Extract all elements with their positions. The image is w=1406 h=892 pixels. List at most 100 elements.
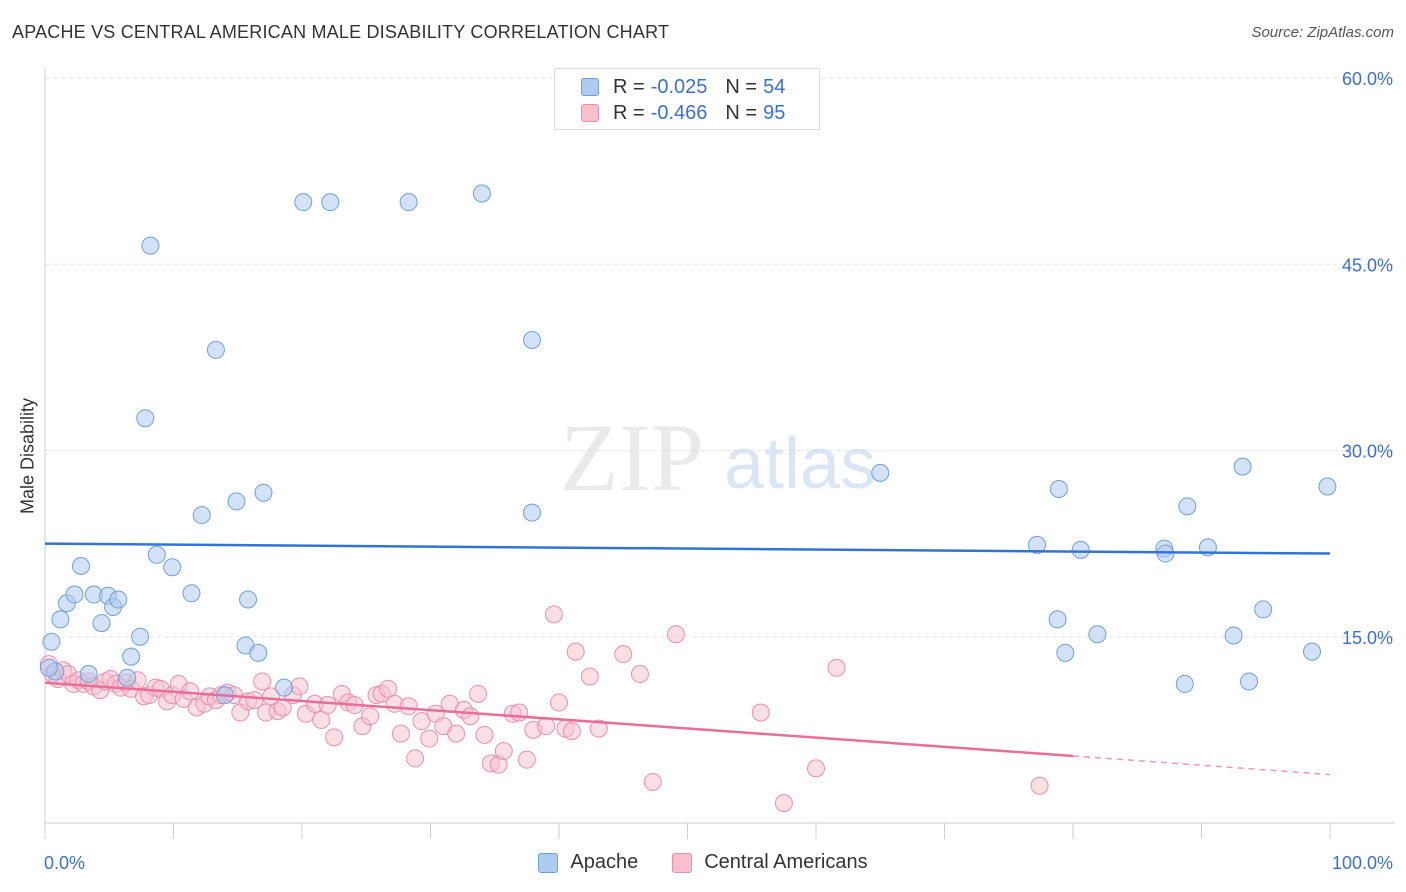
central-americans-point bbox=[379, 679, 398, 698]
central-americans-point bbox=[420, 729, 439, 748]
apache-point bbox=[51, 610, 70, 629]
apache-point bbox=[249, 643, 268, 662]
watermark-zip: ZIP bbox=[560, 404, 704, 511]
apache-point bbox=[239, 590, 258, 609]
legend-row-apache: R = -0.025 N = 54 bbox=[581, 74, 785, 100]
apache-point bbox=[1240, 672, 1259, 691]
central-americans-point bbox=[566, 642, 585, 661]
apache-point bbox=[163, 558, 182, 577]
apache-point bbox=[42, 632, 61, 651]
central-americans-point bbox=[666, 625, 685, 644]
watermark-atlas: atlas bbox=[724, 424, 876, 504]
apache-point bbox=[1224, 626, 1243, 645]
central-americans-point bbox=[589, 719, 608, 738]
apache-point bbox=[1178, 497, 1197, 516]
central-americans-point bbox=[827, 658, 846, 677]
central-americans-point bbox=[253, 672, 272, 691]
apache-point bbox=[206, 340, 225, 359]
central-americans-swatch bbox=[672, 852, 693, 873]
legend-item-apache[interactable]: Apache bbox=[538, 851, 638, 874]
apache-point bbox=[1048, 610, 1067, 629]
r-value: -0.466 bbox=[650, 101, 708, 124]
apache-point bbox=[523, 503, 542, 522]
apache-point bbox=[523, 330, 542, 349]
n-value: 54 bbox=[763, 75, 786, 98]
correlation-legend: R = -0.025 N = 54 R = -0.466 N = 95 bbox=[554, 68, 820, 130]
chart-title: APACHE VS CENTRAL AMERICAN MALE DISABILI… bbox=[12, 22, 670, 42]
x-tick-label: 0.0% bbox=[44, 853, 85, 873]
apache-point bbox=[136, 409, 155, 428]
apache-point bbox=[1318, 477, 1337, 496]
central-americans-point bbox=[312, 710, 331, 729]
series-legend: Apache Central Americans bbox=[0, 851, 1406, 874]
central-americans-point bbox=[630, 665, 649, 683]
apache-point bbox=[71, 556, 90, 575]
apache-point bbox=[1056, 643, 1075, 662]
apache-point bbox=[1088, 625, 1107, 644]
apache-point bbox=[1071, 540, 1090, 559]
y-axis-label: Male Disability bbox=[17, 397, 38, 515]
apache-point bbox=[79, 665, 98, 683]
apache-point bbox=[141, 236, 160, 255]
apache-point bbox=[118, 668, 137, 687]
central-americans-point bbox=[774, 794, 793, 813]
central-americans-point bbox=[245, 691, 264, 710]
apache-point bbox=[227, 492, 246, 511]
apache-swatch bbox=[581, 78, 599, 96]
n-label: N = bbox=[725, 75, 758, 98]
apache-point bbox=[131, 627, 150, 646]
y-tick-label: 30.0% bbox=[1342, 442, 1393, 462]
apache-point bbox=[65, 585, 84, 604]
y-tick-label: 45.0% bbox=[1342, 255, 1393, 275]
apache-point bbox=[122, 647, 141, 666]
central-americans-point bbox=[580, 667, 599, 686]
apache-point bbox=[109, 590, 128, 609]
apache-point bbox=[472, 184, 491, 203]
apache-point bbox=[399, 193, 418, 212]
r-label: R = bbox=[613, 75, 645, 98]
apache-point bbox=[1254, 600, 1273, 619]
apache-trend-line bbox=[44, 542, 1331, 555]
apache-point bbox=[275, 678, 294, 697]
apache-point bbox=[294, 193, 313, 212]
apache-point bbox=[1175, 674, 1194, 693]
apache-point bbox=[1049, 479, 1068, 498]
central-americans-point bbox=[517, 750, 536, 769]
apache-point bbox=[182, 584, 201, 603]
apache-point bbox=[321, 193, 340, 212]
central-americans-point bbox=[544, 605, 563, 624]
central-americans-point bbox=[643, 773, 662, 792]
central-americans-point bbox=[290, 677, 309, 696]
apache-point bbox=[147, 545, 166, 564]
central-americans-point bbox=[461, 707, 480, 726]
central-americans-point bbox=[562, 722, 581, 741]
apache-point bbox=[39, 658, 58, 677]
apache-swatch bbox=[538, 852, 559, 873]
central-americans-point bbox=[751, 703, 770, 722]
r-value: -0.025 bbox=[650, 75, 708, 98]
central-americans-point bbox=[262, 687, 281, 706]
legend-item-central-americans[interactable]: Central Americans bbox=[672, 851, 868, 874]
central-americans-point bbox=[510, 703, 529, 722]
apache-point bbox=[92, 614, 111, 633]
apache-point bbox=[1028, 535, 1047, 554]
apache-point bbox=[1303, 642, 1322, 661]
n-value: 95 bbox=[763, 101, 786, 124]
central-americans-point bbox=[399, 697, 418, 716]
central-americans-point bbox=[807, 759, 825, 778]
central-americans-point bbox=[550, 693, 568, 712]
central-americans-point bbox=[537, 717, 556, 736]
central-americans-point bbox=[318, 696, 337, 715]
y-tick-label: 15.0% bbox=[1342, 628, 1393, 648]
r-label: R = bbox=[613, 101, 645, 124]
y-tick-label: 60.0% bbox=[1342, 69, 1393, 89]
apache-point bbox=[1233, 457, 1252, 476]
trend-lines bbox=[44, 542, 1331, 776]
central-americans-point bbox=[1030, 776, 1049, 795]
apache-point bbox=[871, 463, 890, 482]
central-americans-point bbox=[447, 724, 466, 743]
central-americans-point bbox=[475, 725, 494, 744]
apache-point bbox=[254, 483, 273, 502]
apache-point bbox=[192, 506, 211, 525]
